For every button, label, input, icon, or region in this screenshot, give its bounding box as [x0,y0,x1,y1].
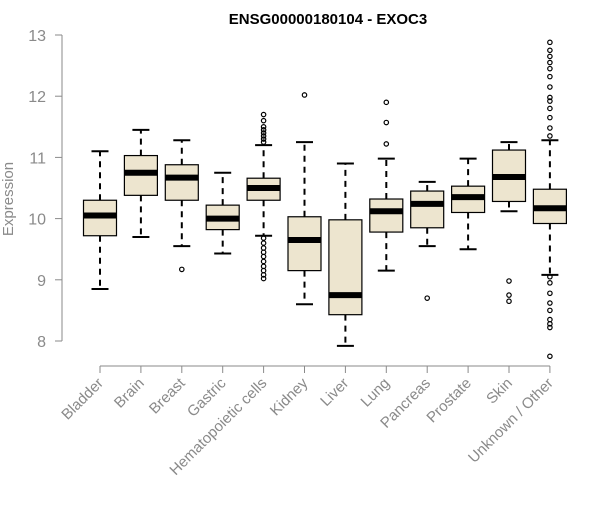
outlier-point [301,92,308,98]
outlier-point [547,324,553,331]
y-tick-label: 8 [37,334,46,351]
box-group [328,162,363,347]
outlier-point [383,99,390,106]
chart-title: ENSG00000180104 - EXOC3 [229,11,427,28]
outlier-point [547,114,553,121]
box-iqr [410,190,445,229]
box-group [287,92,322,306]
outlier-point [547,53,553,60]
x-tick-label: Skin [483,375,516,408]
y-axis: 8 9 10 11 12 13 [28,28,63,351]
box-group [123,128,159,238]
outlier-point [383,119,390,126]
box-iqr [328,219,363,316]
y-tick-label: 9 [37,273,46,290]
box-group [369,99,404,272]
box-iqr [369,198,404,233]
outlier-point [547,353,553,360]
x-tick-label: Prostate [423,375,475,427]
outlier-point [260,136,267,142]
outlier-point [424,295,431,301]
box-group [451,157,486,251]
box-group [164,139,199,273]
outlier-point [547,39,553,46]
outlier-point [260,117,267,124]
x-tick-label: Lung [358,375,394,411]
outlier-point [547,307,553,314]
x-tick-label: Bladder [58,375,107,424]
outlier-point [506,278,512,284]
box-iqr [164,164,199,201]
box-series [82,39,568,360]
outlier-point [260,240,267,246]
outlier-point [260,127,267,133]
outlier-point [547,59,553,66]
outlier-point [547,73,553,80]
x-tick-label: Liver [317,375,352,410]
outlier-point [547,321,553,327]
box-group [82,150,118,290]
y-tick-label: 10 [28,212,46,229]
y-axis-label: Expression [0,162,17,236]
outlier-point [547,65,553,72]
y-tick-label: 11 [29,150,46,167]
outlier-point [547,98,553,104]
outlier-point [260,130,267,136]
outlier-point [260,258,267,265]
outlier-point [547,47,553,54]
outlier-point [260,272,267,278]
x-tick-label: Brain [111,375,148,412]
outlier-point [547,84,553,90]
outlier-point [383,141,390,147]
box-group [491,141,527,305]
outlier-point [547,280,553,286]
outlier-point [260,139,267,145]
outlier-point [260,133,267,139]
outlier-point [260,111,267,118]
outlier-point [547,125,553,131]
outlier-point [260,275,267,282]
y-tick-label: 12 [28,89,46,106]
box-group [205,171,240,255]
outlier-point [260,124,267,130]
outlier-point [547,290,553,297]
outlier-point [179,266,185,273]
outlier-point [547,300,553,306]
outlier-point [547,133,553,139]
y-tick-label: 13 [28,28,46,45]
box-group [246,111,281,282]
outlier-point [547,105,553,112]
x-tick-label: Kidney [267,374,312,419]
box-iqr [287,216,322,272]
outlier-point [547,94,553,101]
x-tick-label: Breast [146,374,189,417]
outlier-point [506,292,512,298]
outlier-point [547,273,553,280]
box-group [532,39,568,360]
box-group [410,180,445,301]
outlier-point [506,298,512,305]
